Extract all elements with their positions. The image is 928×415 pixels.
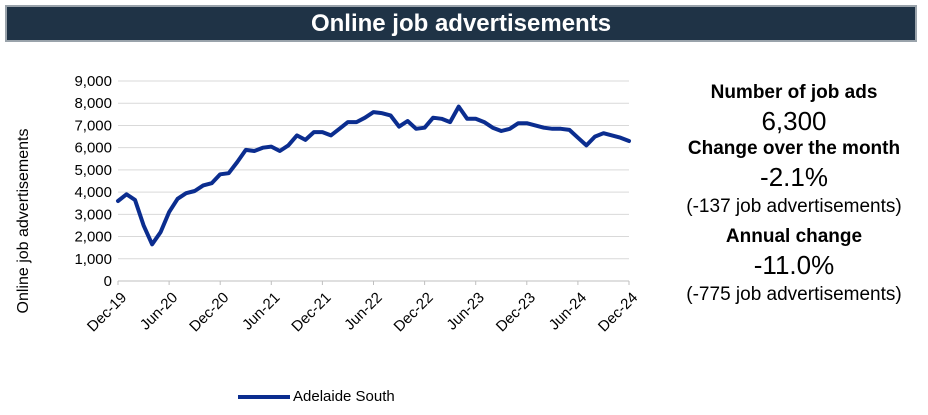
x-tick-label: Jun-23 [443, 289, 487, 333]
y-tick-label: 3,000 [74, 206, 112, 223]
y-tick-label: 0 [104, 273, 112, 290]
y-tick-label: 9,000 [74, 73, 112, 90]
x-tick-label: Dec-23 [493, 289, 539, 335]
job-ads-label: Number of job ads [710, 82, 878, 103]
legend-swatch [238, 394, 290, 399]
y-tick-label: 7,000 [74, 117, 112, 134]
y-tick-label: 5,000 [74, 162, 112, 179]
legend-label: Adelaide South [293, 388, 395, 405]
x-tick-label: Dec-20 [186, 289, 232, 335]
y-tick-label: 2,000 [74, 229, 112, 246]
job-ads-value: 6,300 [761, 106, 827, 136]
monthly-change-note: (-137 job advertisements) [686, 196, 902, 217]
x-axis-ticks: Dec-19 Jun-20 Dec-20 Jun-21 Dec-21 Jun-22 Dec-… [84, 281, 641, 335]
x-tick-label: Dec-19 [84, 289, 130, 335]
page-title: Online job advertisements [310, 9, 612, 37]
y-tick-label: 8,000 [74, 95, 112, 112]
stats-panel: Number of job ads 6,300 Change over the … [660, 82, 928, 308]
line-chart: 0 1,000 2,000 3,000 4,000 5,000 6,000 7,000 8,00… [15, 73, 641, 335]
annual-change-label: Annual change [725, 226, 863, 247]
chart-legend: Adelaide South [238, 388, 395, 405]
x-tick-label: Dec-21 [288, 289, 334, 335]
title-banner: Online job advertisements [5, 5, 917, 42]
monthly-change-value: -2.1% [760, 162, 828, 192]
annual-change-value: -11.0% [753, 250, 835, 280]
y-axis-ticks: 0 1,000 2,000 3,000 4,000 5,000 6,000 7,000 8,00… [74, 73, 112, 290]
y-tick-label: 4,000 [74, 184, 112, 201]
x-tick-label: Jun-21 [239, 289, 283, 333]
x-tick-label: Dec-24 [595, 289, 641, 335]
x-tick-label: Jun-24 [546, 289, 590, 333]
x-tick-label: Jun-22 [341, 289, 385, 333]
annual-change-note: (-775 job advertisements) [686, 284, 902, 305]
y-tick-label: 1,000 [74, 251, 112, 268]
x-tick-label: Jun-20 [137, 289, 181, 333]
y-tick-label: 6,000 [74, 140, 112, 157]
y-axis-label: Online job advertisements [15, 129, 32, 314]
x-tick-label: Dec-22 [391, 289, 437, 335]
monthly-change-label: Change over the month [687, 138, 901, 159]
series-adelaide-south [116, 104, 631, 247]
gridlines [118, 80, 629, 260]
series-line-adelaide-south [116, 104, 631, 247]
